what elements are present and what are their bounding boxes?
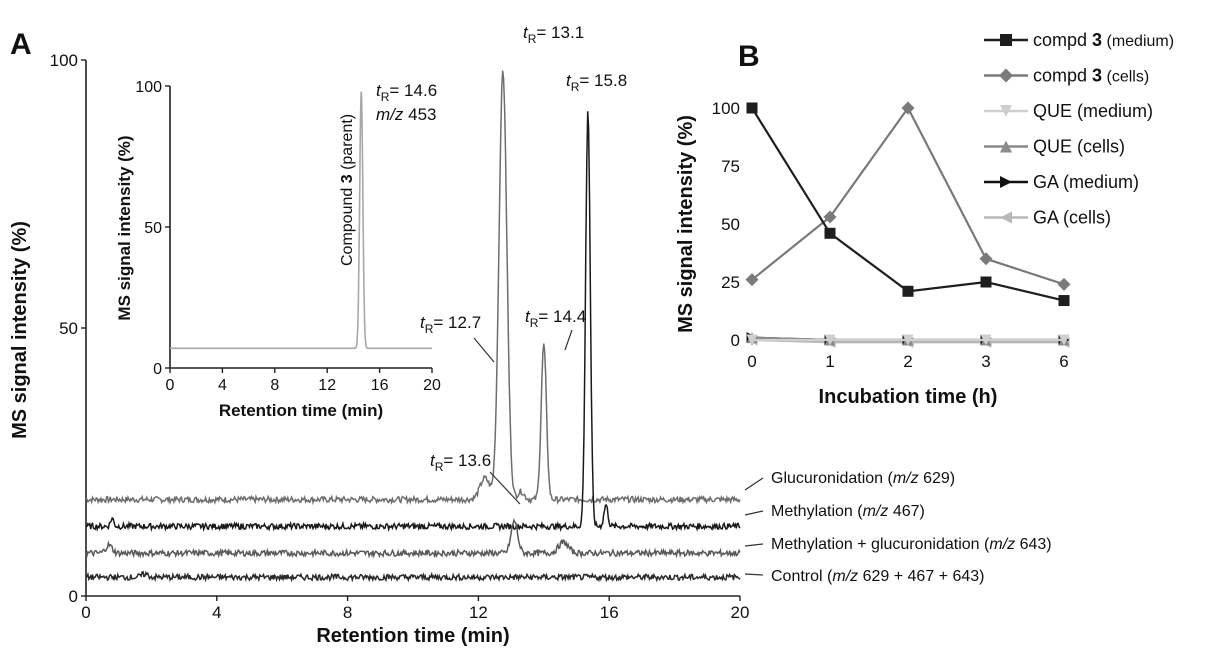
b-data-point (980, 276, 992, 288)
b-data-point (746, 334, 758, 346)
main-y-axis-label: MS signal intensity (%) (9, 221, 31, 439)
legend-label: compd 3 (cells) (1033, 66, 1149, 86)
legend-label: compd 3 (medium) (1033, 30, 1174, 50)
x-tick-label: 4 (218, 377, 227, 394)
b-x-axis-label: Incubation time (h) (819, 386, 998, 408)
pointer-tr-13-6 (489, 471, 521, 505)
annotation-tr-12-7: tR= 12.7 (420, 313, 481, 336)
legend-marker (1000, 176, 1012, 188)
pointer-control (744, 573, 764, 576)
annotation-tr-13-6: tR= 13.6 (430, 451, 491, 474)
label-control: Control (m/z 629 + 467 + 643) (771, 568, 984, 585)
b-x-tick-label: 3 (981, 352, 990, 371)
x-tick-label: 0 (166, 377, 175, 394)
legend-marker (1000, 105, 1012, 117)
x-tick-label: 12 (318, 377, 336, 394)
inset-annotation-tr: tR= 14.6 (376, 81, 437, 104)
b-series-line-0 (751, 107, 1065, 302)
pointer-methylation-glucuronidation (744, 543, 764, 547)
b-series-line-1 (751, 105, 1065, 286)
legend-marker (1000, 211, 1012, 224)
b-y-axis-label: MS signal intensity (%) (675, 115, 697, 333)
pointer-tr-12-7 (473, 337, 495, 363)
x-tick-label: 8 (343, 603, 352, 622)
b-data-point (745, 273, 759, 287)
inset-y-axis-label: MS signal intensity (%) (115, 135, 134, 320)
legend-marker (1000, 34, 1012, 46)
panel-a-label: A (10, 28, 32, 61)
y-tick-label: 50 (59, 319, 78, 338)
legend-marker (999, 68, 1013, 83)
b-y-tick-label: 25 (721, 273, 740, 292)
y-tick-label: 50 (144, 220, 162, 237)
series-line-2 (85, 517, 741, 559)
b-data-point (1058, 334, 1070, 346)
series-line-0 (170, 91, 432, 350)
b-x-tick-label: 6 (1059, 352, 1068, 371)
annotation-tr-13-1: tR= 13.1 (523, 23, 584, 46)
legend-label: QUE (medium) (1033, 101, 1153, 121)
x-tick-label: 16 (371, 377, 389, 394)
y-tick-label: 100 (135, 79, 162, 96)
b-y-tick-label: 75 (721, 157, 740, 176)
b-x-tick-label: 0 (747, 352, 756, 371)
annotation-tr-15-8: tR= 15.8 (566, 71, 627, 94)
x-tick-label: 12 (469, 603, 488, 622)
b-x-tick-label: 1 (825, 352, 834, 371)
main-x-axis-label: Retention time (min) (316, 625, 509, 647)
x-tick-label: 16 (600, 603, 619, 622)
inset-chart: 0 4 8 12 16 20 0 50 100 Retention time (min) MS… (115, 79, 441, 420)
b-data-point (824, 334, 836, 346)
annotation-tr-14-4: tR= 14.4 (525, 307, 586, 330)
legend-label: QUE (cells) (1033, 137, 1125, 157)
series-line-3 (85, 570, 741, 583)
x-tick-label: 0 (81, 603, 90, 622)
b-y-tick-label: 100 (712, 99, 740, 118)
b-x-tick-label: 2 (903, 352, 912, 371)
inset-annotation-mz: m/z 453 (376, 105, 436, 124)
series-line-1 (85, 111, 741, 533)
b-data-point (902, 285, 914, 297)
panel-a: A 0 4 8 12 16 20 0 50 100 Retention time (min) … (9, 23, 1052, 647)
series-line-0 (85, 70, 741, 506)
inset-x-axis-label: Retention time (min) (219, 401, 383, 420)
b-data-point (1057, 277, 1071, 291)
b-data-point (1058, 295, 1070, 307)
x-tick-label: 4 (212, 603, 221, 622)
y-tick-label: 100 (50, 51, 78, 70)
x-tick-label: 8 (270, 377, 279, 394)
b-data-point (901, 101, 915, 115)
y-tick-label: 0 (69, 587, 78, 606)
b-y-tick-label: 0 (731, 331, 740, 350)
b-y-tick-label: 50 (721, 215, 740, 234)
b-data-point (824, 227, 836, 239)
legend-marker (1000, 140, 1012, 153)
b-data-point (823, 210, 837, 224)
x-tick-label: 20 (423, 377, 441, 394)
label-glucuronidation: Glucuronidation (m/z 629) (771, 470, 955, 487)
inset-compound-label: Compound 3 (parent) (339, 114, 356, 266)
b-data-point (979, 252, 993, 266)
panel-b: B 0 1 2 3 6 0 25 50 75 100 Incubation time (h) M… (675, 30, 1174, 408)
legend-label: GA (cells) (1033, 208, 1111, 228)
label-methylation: Methylation (m/z 467) (771, 503, 925, 520)
b-data-point (980, 334, 992, 346)
b-data-point (902, 334, 914, 346)
b-legend: compd 3 (medium) compd 3 (cells) QUE (medi… (984, 30, 1174, 228)
pointer-methylation (744, 510, 764, 516)
pointer-glucuronidation (744, 477, 764, 491)
x-tick-label: 20 (731, 603, 750, 622)
legend-label: GA (medium) (1033, 172, 1139, 192)
y-tick-label: 0 (153, 361, 162, 378)
pointer-tr-14-4 (564, 329, 573, 351)
panel-b-label: B (738, 40, 760, 73)
b-data-point (746, 102, 758, 114)
label-methylation-glucuronidation: Methylation + glucuronidation (m/z 643) (771, 536, 1052, 553)
